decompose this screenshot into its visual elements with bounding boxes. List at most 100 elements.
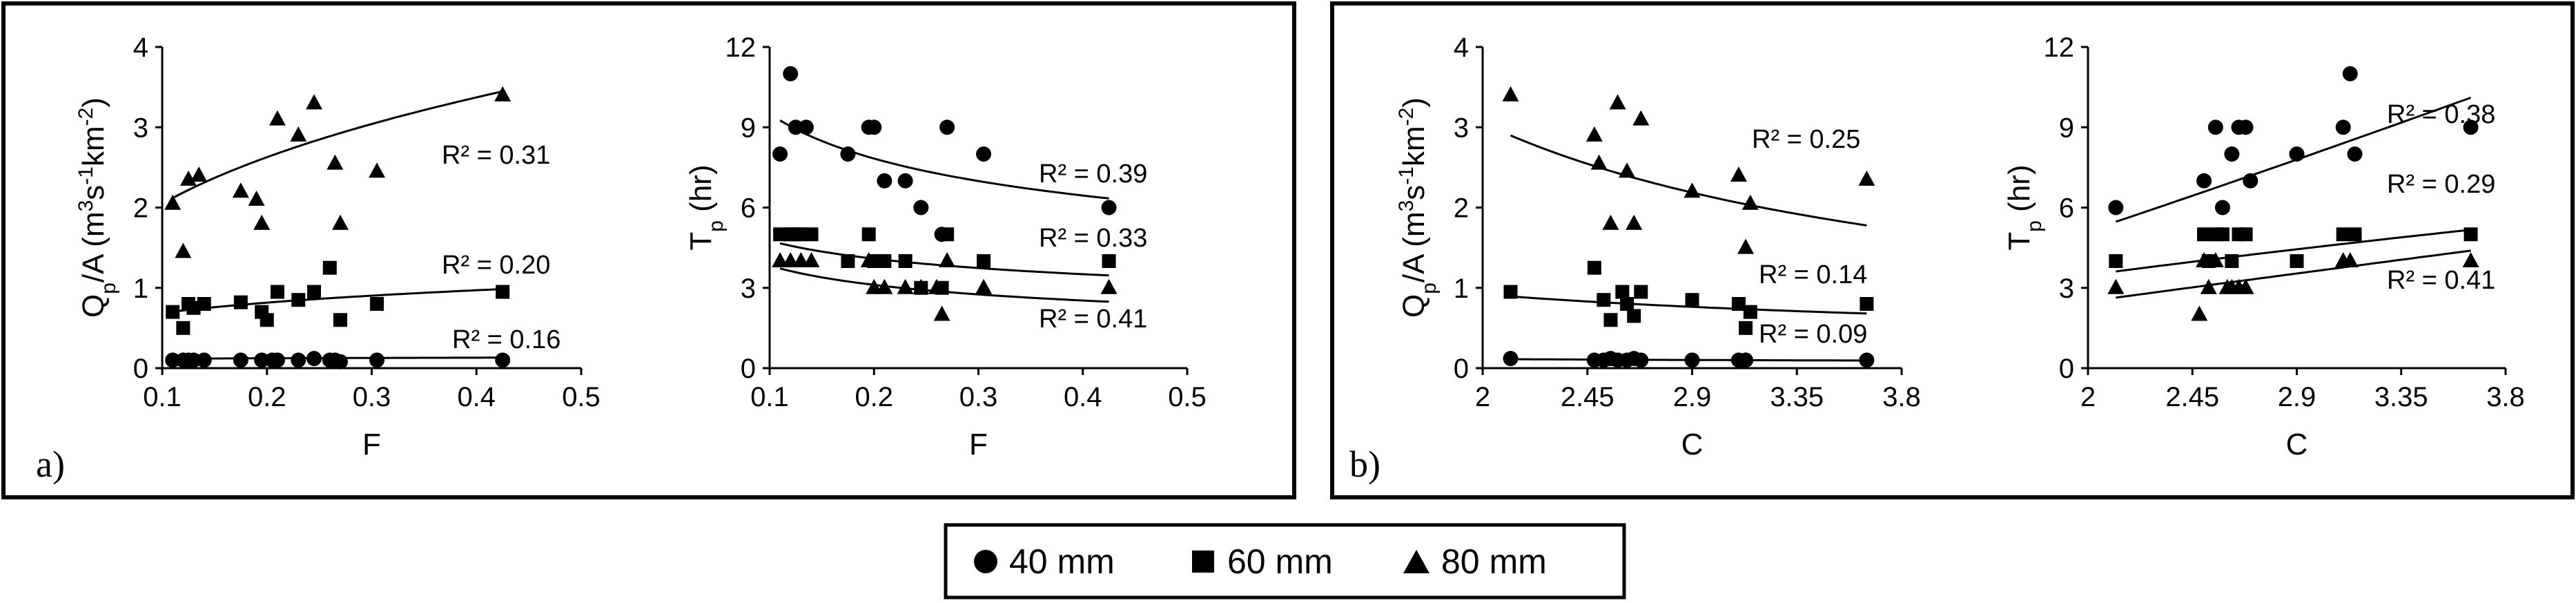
- point-80mm: [1626, 214, 1643, 230]
- y-tick-label: 0: [133, 354, 148, 384]
- point-60mm: [2290, 254, 2304, 268]
- point-60mm: [260, 313, 274, 327]
- point-80mm: [928, 278, 945, 294]
- point-60mm: [1627, 309, 1641, 323]
- point-80mm: [2200, 278, 2217, 294]
- legend-label-40mm: 40 mm: [1009, 542, 1115, 581]
- point-40mm: [495, 352, 511, 368]
- point-60mm: [2197, 227, 2212, 242]
- y-tick-label: 3: [741, 274, 756, 304]
- y-tick-label: 3: [1454, 113, 1469, 143]
- point-80mm: [232, 182, 249, 198]
- point-80mm: [1590, 154, 1608, 170]
- x-tick-label: 3.8: [2486, 382, 2525, 412]
- point-40mm: [798, 119, 814, 135]
- point-40mm: [788, 119, 803, 135]
- r-squared-label: R² = 0.16: [452, 325, 560, 354]
- point-80mm: [1684, 182, 1701, 198]
- point-40mm: [877, 173, 892, 189]
- trendline-circle: [2115, 96, 2472, 223]
- point-80mm: [2462, 252, 2479, 267]
- point-80mm: [179, 170, 197, 186]
- point-80mm: [897, 278, 914, 294]
- point-80mm: [1100, 278, 1118, 294]
- trendline-triangle: [172, 90, 503, 200]
- point-40mm: [2196, 173, 2212, 189]
- point-80mm: [2207, 252, 2224, 267]
- y-tick-label: 0: [1454, 354, 1469, 384]
- y-tick-label: 6: [741, 193, 756, 224]
- point-80mm: [326, 154, 344, 170]
- x-tick-label: 0.5: [1168, 382, 1207, 412]
- point-60mm: [333, 313, 347, 327]
- point-80mm: [1737, 238, 1755, 254]
- r-squared-label: R² = 0.31: [442, 141, 550, 170]
- x-tick-label: 0.3: [959, 382, 998, 412]
- plot-a-qp: 0 1 2 3 4 0.1 0.2 0.3 0.4 0.5 F Qp/A (m3s-1km-2) R² …: [75, 32, 601, 461]
- point-80mm: [860, 252, 877, 267]
- point-40mm: [866, 119, 882, 135]
- y-tick-label: 4: [1454, 32, 1469, 63]
- legend-marker-triangle: [1403, 550, 1430, 573]
- point-40mm: [165, 352, 181, 368]
- point-40mm: [2238, 119, 2254, 135]
- point-80mm: [1502, 86, 1519, 102]
- point-80mm: [191, 166, 208, 182]
- y-tick-label: 3: [2059, 274, 2074, 304]
- point-60mm: [1503, 285, 1518, 299]
- point-80mm: [269, 110, 286, 126]
- point-80mm: [2196, 252, 2213, 267]
- y-tick-label: 2: [133, 193, 148, 224]
- point-80mm: [369, 162, 386, 178]
- point-80mm: [803, 252, 820, 267]
- point-80mm: [939, 252, 956, 267]
- trendline-triangle: [2116, 249, 2471, 299]
- legend-marker-circle: [974, 550, 997, 573]
- point-80mm: [792, 252, 810, 267]
- point-40mm: [233, 352, 248, 368]
- point-40mm: [1684, 352, 1700, 368]
- point-80mm: [866, 278, 883, 294]
- x-tick-label: 0.2: [855, 382, 893, 412]
- point-40mm: [2347, 146, 2363, 162]
- y-tick-label: 12: [2044, 32, 2075, 63]
- legend: 40 mm 60 mm 80 mm: [944, 523, 1626, 600]
- point-40mm: [1859, 352, 1875, 368]
- point-60mm: [2463, 227, 2478, 242]
- point-40mm: [913, 200, 929, 216]
- point-80mm: [175, 242, 192, 258]
- r-squared-label: R² = 0.09: [1759, 320, 1867, 349]
- y-tick-label: 0: [741, 354, 756, 384]
- point-60mm: [1615, 285, 1630, 299]
- point-80mm: [1585, 126, 1603, 142]
- point-80mm: [2341, 252, 2359, 267]
- y-tick-label: 1: [1454, 274, 1469, 304]
- point-40mm: [1633, 352, 1649, 368]
- point-40mm: [939, 119, 955, 135]
- point-80mm: [876, 278, 893, 294]
- point-40mm: [369, 352, 385, 368]
- point-40mm: [2224, 146, 2240, 162]
- point-60mm: [804, 227, 819, 242]
- point-60mm: [2109, 254, 2123, 268]
- point-60mm: [794, 227, 808, 242]
- legend-label-60mm: 60 mm: [1227, 542, 1333, 581]
- y-tick-label: 0: [2059, 354, 2074, 384]
- point-60mm: [1743, 305, 1757, 319]
- x-tick-label: 2.45: [2165, 382, 2219, 412]
- point-60mm: [1634, 285, 1648, 299]
- r-squared-label: R² = 0.14: [1759, 260, 1867, 289]
- point-60mm: [186, 300, 201, 315]
- point-60mm: [1685, 293, 1699, 307]
- legend-marker-square: [1192, 551, 1214, 573]
- point-60mm: [2215, 227, 2229, 242]
- trendline-triangle: [779, 267, 1109, 303]
- point-60mm: [1587, 260, 1601, 275]
- legend-frame: [944, 523, 1626, 600]
- point-60mm: [1620, 297, 1635, 311]
- panel-a-frame: [1, 1, 1296, 499]
- x-tick-label: 0.1: [750, 382, 789, 412]
- point-80mm: [2191, 305, 2208, 321]
- point-80mm: [331, 214, 349, 230]
